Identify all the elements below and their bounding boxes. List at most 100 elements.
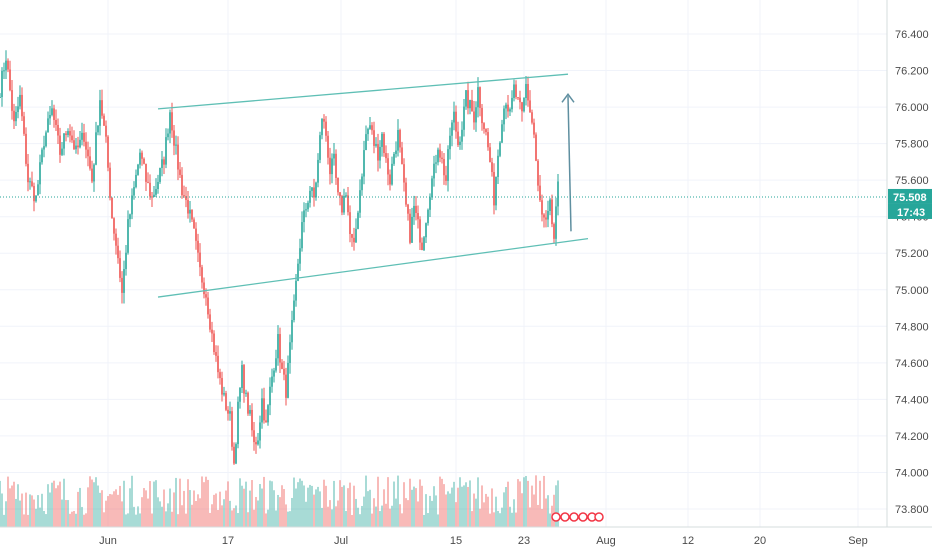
volume-bar: [385, 503, 387, 527]
candle-body: [183, 195, 185, 197]
volume-bar: [173, 492, 175, 527]
volume-bar: [221, 505, 223, 527]
candle-body: [41, 149, 43, 163]
time-axis[interactable]: Jun 17 Jul 15 23 Aug 12 20 Sep: [0, 526, 932, 547]
candle-body: [49, 114, 51, 119]
candle-body: [457, 131, 459, 145]
volume-bar: [539, 480, 541, 527]
volume-bar: [541, 508, 543, 527]
candle-body: [377, 144, 379, 161]
volume-bar: [67, 500, 69, 527]
candle-body: [367, 128, 369, 135]
candle-body: [233, 446, 235, 464]
volume-bar: [195, 500, 197, 527]
volume-bar: [373, 498, 375, 527]
price-tick-label: 74.000: [895, 467, 929, 479]
candle-body: [403, 164, 405, 183]
candle-body: [121, 277, 123, 293]
volume-bar: [101, 490, 103, 527]
candle-body: [245, 392, 247, 394]
candle-body: [539, 185, 541, 201]
candle-body: [513, 84, 515, 98]
time-tick-label: 20: [754, 535, 766, 547]
volume-bar: [117, 494, 119, 527]
grid-lines: [0, 0, 887, 527]
time-tick-label: 15: [450, 535, 462, 547]
candle-body: [385, 153, 387, 159]
volume-bar: [113, 491, 115, 527]
volume-bar: [103, 512, 105, 527]
candle-body: [363, 150, 365, 177]
volume-bar: [403, 482, 405, 527]
volume-bar: [29, 494, 31, 527]
candle-body: [283, 368, 285, 375]
volume-bar: [301, 480, 303, 527]
volume-bar: [73, 511, 75, 527]
volume-bar: [27, 514, 29, 527]
time-tick-label: 12: [682, 535, 694, 547]
volume-bar: [501, 507, 503, 527]
volume-bar: [487, 496, 489, 527]
volume-bar: [319, 491, 321, 527]
candle-body: [127, 219, 129, 253]
time-tick-label: Jun: [99, 535, 117, 547]
volume-bar: [229, 500, 231, 527]
candle-body: [115, 233, 117, 246]
candle-body: [203, 282, 205, 295]
candle-body: [11, 90, 13, 111]
candle-body: [287, 362, 289, 398]
volume-bar: [161, 506, 163, 527]
candle-body: [3, 70, 5, 72]
volume-bar: [507, 481, 509, 527]
candle-body: [487, 132, 489, 148]
candle-body: [89, 156, 91, 169]
volume-bar: [357, 507, 359, 527]
volume-bar: [465, 482, 467, 527]
price-axis[interactable]: 76.40076.20076.00075.80075.60075.40075.2…: [886, 0, 932, 527]
candle-body: [467, 90, 469, 109]
candle-body: [13, 110, 15, 122]
candle-body: [65, 133, 67, 135]
volume-bar: [495, 496, 497, 527]
volume-bar: [37, 495, 39, 527]
volume-bar: [227, 481, 229, 527]
volume-bar: [321, 507, 323, 527]
volume-bar: [359, 514, 361, 527]
volume-bar: [107, 496, 109, 527]
volume-bar: [61, 499, 63, 527]
time-tick-label: 17: [222, 535, 234, 547]
volume-bar: [159, 501, 161, 527]
candle-body: [557, 181, 559, 207]
candle-body: [83, 132, 85, 142]
candle-body: [73, 140, 75, 150]
event-markers[interactable]: [551, 512, 604, 522]
candle-body: [309, 190, 311, 203]
volume-bars: [0, 475, 559, 527]
volume-bar: [521, 493, 523, 527]
candle-body: [413, 205, 415, 217]
volume-bar: [413, 486, 415, 527]
candle-body: [75, 145, 77, 150]
volume-bar: [377, 476, 379, 527]
drawings-layer[interactable]: [157, 73, 589, 298]
candle-body: [389, 174, 391, 185]
volume-bar: [39, 507, 41, 527]
volume-bar: [143, 488, 145, 527]
candle-body: [445, 175, 447, 181]
candle-body: [45, 132, 47, 147]
volume-bar: [149, 481, 151, 527]
candle-body: [555, 206, 557, 239]
volume-bar: [63, 478, 65, 527]
candle-body: [229, 411, 231, 414]
volume-bar: [547, 495, 549, 527]
candle-body: [267, 405, 269, 423]
price-tick-label: 74.800: [895, 321, 929, 333]
volume-bar: [79, 487, 81, 527]
candle-body: [181, 174, 183, 196]
volume-bar: [91, 479, 93, 527]
volume-bar: [53, 480, 55, 527]
arrow-head: [561, 93, 575, 103]
candle-body: [277, 334, 279, 359]
candle-body: [469, 100, 471, 109]
